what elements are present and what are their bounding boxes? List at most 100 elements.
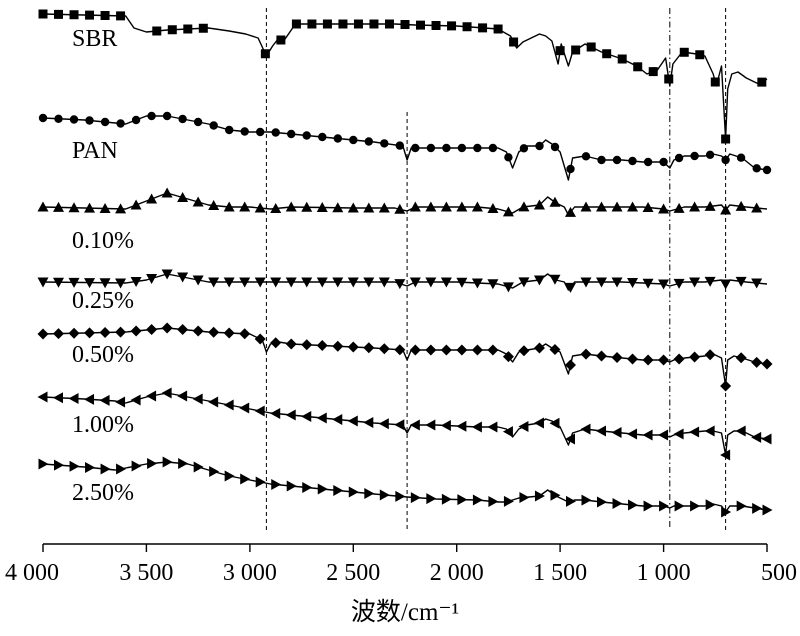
data-point bbox=[502, 282, 514, 293]
data-point bbox=[550, 142, 560, 152]
data-point bbox=[353, 19, 363, 29]
data-point bbox=[301, 277, 313, 288]
data-point bbox=[611, 427, 622, 438]
data-point bbox=[580, 201, 592, 212]
data-point bbox=[534, 490, 545, 502]
x-axis: 4 000 3 500 3 000 2 500 2 000 1 500 1 000 500 bbox=[5, 543, 797, 586]
data-point bbox=[271, 479, 282, 490]
data-point bbox=[664, 74, 674, 84]
series-0.50% bbox=[37, 322, 773, 392]
data-point bbox=[177, 390, 188, 402]
data-point bbox=[518, 201, 530, 212]
data-point bbox=[642, 354, 654, 366]
data-point bbox=[146, 390, 157, 402]
data-point bbox=[183, 24, 193, 34]
series-label: 0.50% bbox=[72, 342, 134, 368]
data-point bbox=[612, 498, 623, 509]
data-point bbox=[502, 206, 514, 217]
data-point bbox=[504, 153, 513, 162]
data-point bbox=[285, 409, 296, 421]
data-point bbox=[99, 394, 110, 406]
data-point bbox=[379, 489, 390, 501]
data-point bbox=[316, 202, 328, 212]
data-point bbox=[565, 495, 576, 507]
data-point bbox=[720, 204, 732, 215]
data-point bbox=[84, 202, 96, 213]
data-point bbox=[146, 324, 158, 335]
data-point bbox=[276, 35, 286, 45]
data-point bbox=[409, 344, 421, 356]
data-point bbox=[285, 201, 297, 212]
data-point bbox=[53, 392, 64, 404]
data-point bbox=[752, 164, 761, 173]
series-0.10% bbox=[37, 187, 768, 217]
data-point bbox=[395, 141, 404, 150]
data-point bbox=[411, 143, 420, 153]
data-point bbox=[115, 278, 127, 289]
data-point bbox=[690, 500, 701, 512]
data-point bbox=[223, 201, 235, 212]
data-point bbox=[270, 277, 282, 288]
data-point bbox=[68, 202, 80, 213]
data-point bbox=[302, 482, 313, 493]
data-point bbox=[68, 393, 79, 404]
data-point bbox=[364, 137, 373, 146]
data-point bbox=[68, 277, 80, 288]
data-point bbox=[627, 278, 639, 288]
data-point bbox=[456, 201, 468, 212]
data-point bbox=[37, 277, 49, 288]
data-point bbox=[757, 77, 767, 87]
series-PAN bbox=[38, 111, 772, 181]
data-point bbox=[673, 353, 685, 365]
series-label: 2.50% bbox=[72, 480, 134, 506]
series-line bbox=[42, 392, 768, 456]
data-point bbox=[162, 111, 172, 121]
data-point bbox=[285, 277, 297, 288]
data-point bbox=[301, 201, 313, 212]
data-point bbox=[147, 458, 158, 469]
data-point bbox=[502, 351, 514, 363]
data-point bbox=[611, 201, 623, 212]
data-point bbox=[658, 279, 670, 290]
x-axis-title: 波数/cm⁻¹ bbox=[351, 598, 459, 626]
data-point bbox=[239, 328, 251, 340]
data-point bbox=[751, 431, 762, 443]
data-point bbox=[409, 277, 421, 288]
data-point bbox=[596, 277, 608, 288]
data-point bbox=[471, 278, 483, 289]
data-point bbox=[611, 352, 623, 363]
data-point bbox=[270, 408, 281, 419]
data-point bbox=[658, 203, 670, 214]
data-point bbox=[721, 506, 732, 518]
data-point bbox=[208, 277, 220, 288]
data-point bbox=[316, 412, 327, 424]
data-point bbox=[580, 423, 591, 435]
data-point bbox=[642, 202, 654, 212]
data-point bbox=[130, 325, 142, 337]
series-line bbox=[42, 13, 768, 140]
data-point bbox=[689, 277, 701, 288]
x-tick-label: 2 500 bbox=[326, 560, 380, 586]
data-point bbox=[316, 340, 328, 351]
data-point bbox=[710, 77, 720, 87]
data-point bbox=[333, 134, 342, 143]
data-point bbox=[223, 399, 234, 411]
data-point bbox=[580, 348, 592, 360]
data-point bbox=[198, 23, 208, 33]
data-point bbox=[518, 277, 530, 288]
data-point bbox=[68, 327, 80, 339]
data-point bbox=[720, 380, 732, 392]
data-point bbox=[409, 419, 420, 431]
data-point bbox=[322, 19, 332, 29]
data-point bbox=[363, 417, 374, 428]
data-point bbox=[416, 20, 426, 30]
data-point bbox=[254, 405, 265, 417]
data-point bbox=[260, 49, 270, 59]
data-point bbox=[457, 494, 468, 506]
data-point bbox=[571, 45, 581, 55]
data-point bbox=[378, 343, 390, 355]
data-point bbox=[192, 393, 203, 405]
data-point bbox=[549, 274, 561, 285]
data-point bbox=[628, 156, 637, 166]
spectra-traces bbox=[37, 9, 773, 518]
